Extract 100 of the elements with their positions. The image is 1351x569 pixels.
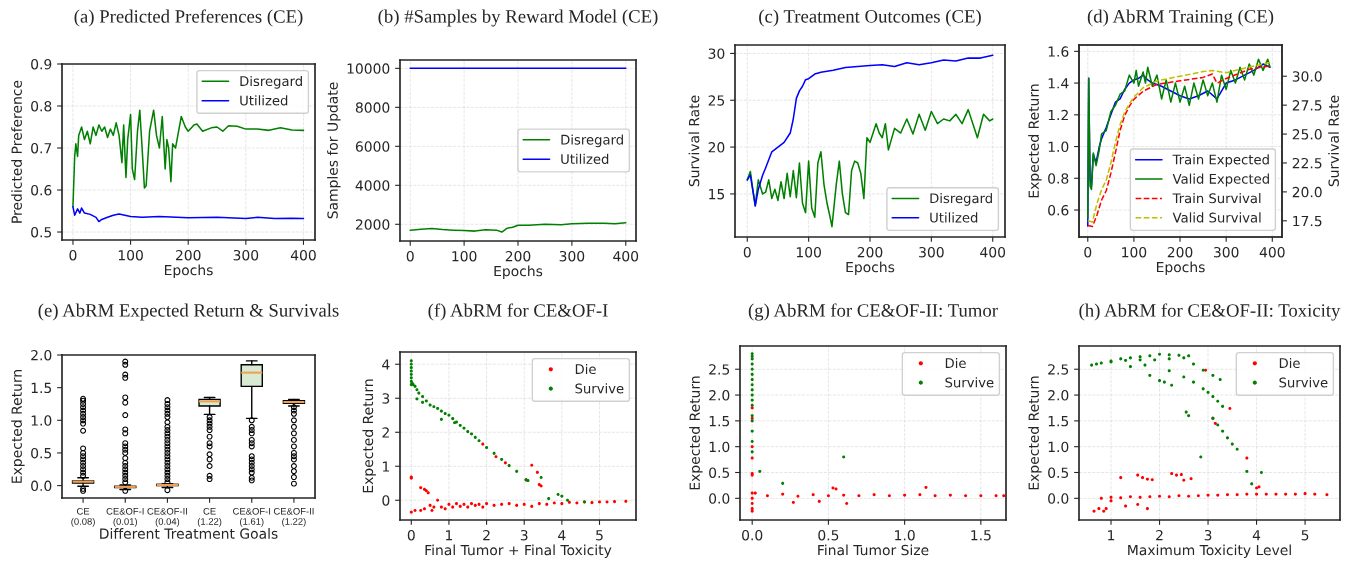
y-axis-title: Expected Return: [1028, 84, 1042, 198]
x-tick-label: 1: [1108, 530, 1115, 541]
y-tick-label: 15: [709, 189, 725, 200]
y-tick-label: 8000: [355, 102, 390, 113]
chart-title: (g) AbRM for CE&OF-II: Tumor: [748, 303, 998, 321]
point: [750, 450, 754, 454]
y-axis-title: Expected Return: [1028, 376, 1042, 490]
x-tick-label: 0: [406, 250, 414, 262]
point: [1206, 390, 1210, 395]
point: [750, 398, 754, 402]
x-tick-label: 3: [520, 529, 528, 541]
y-tick-label: 0.9: [31, 58, 52, 70]
point: [1119, 476, 1123, 480]
line-series: [409, 221, 627, 233]
point: [473, 503, 477, 507]
legend-label: Die: [575, 363, 596, 375]
point: [439, 417, 443, 421]
y2-tick-label: 20.0: [1292, 186, 1322, 198]
legend-label: Train Survival: [1172, 192, 1261, 204]
y-tick-label: 0: [382, 495, 390, 506]
x-tick-label: CE&OF-I (0.01): [106, 507, 144, 527]
point: [454, 502, 459, 506]
y-tick-label: 0.7: [31, 142, 52, 154]
y-tick-label: 1.5: [709, 416, 730, 427]
x-tick-label: 2: [1156, 529, 1163, 541]
y-tick-label: 1.0: [709, 441, 730, 453]
legend-label: Utilized: [930, 212, 978, 223]
y-tick-label: 1.6: [1048, 46, 1069, 57]
y-tick-label: 2.0: [31, 349, 52, 361]
y2-tick-label: 22.5: [1292, 157, 1322, 169]
legend-label: Disregard: [930, 192, 992, 206]
y-tick-label: 0.0: [1048, 493, 1069, 504]
point: [500, 457, 504, 462]
y-tick-label: 1.0: [1048, 141, 1069, 153]
y-tick-label: 10000: [347, 63, 390, 74]
point: [430, 508, 434, 513]
x-axis-title: Epochs: [1156, 261, 1205, 275]
line-series: [72, 206, 305, 223]
point: [537, 502, 541, 506]
y-tick-label: 2.5: [1048, 364, 1069, 375]
x-tick-label: 200: [175, 249, 201, 261]
x-tick-label: 3: [1204, 529, 1212, 541]
point: [1313, 492, 1317, 496]
point: [791, 500, 795, 504]
point: [1002, 494, 1006, 498]
x-tick-label: CE&OF-II (0.04): [147, 507, 188, 527]
point: [597, 500, 602, 504]
y-tick-label: 6000: [355, 141, 390, 152]
point: [1187, 414, 1191, 418]
point: [515, 469, 519, 473]
point: [1124, 358, 1128, 363]
y-tick-label: 0.5: [31, 226, 52, 238]
y-tick-label: 3: [382, 393, 390, 404]
point: [485, 446, 489, 450]
point: [1170, 471, 1174, 476]
x-tick-label: 100: [118, 249, 143, 261]
y-tick-label: 1.5: [31, 382, 52, 394]
point: [1201, 387, 1205, 391]
y-axis-title: Survival Rate: [688, 95, 700, 187]
point: [1216, 493, 1220, 497]
x-tick-label: 2: [483, 529, 490, 541]
y-tick-label: 30: [708, 48, 725, 59]
x-tick-label: 1.0: [895, 529, 915, 541]
y-tick-label: 2.0: [709, 390, 730, 401]
point: [612, 500, 617, 504]
point: [1216, 399, 1220, 403]
x-axis-title: Final Tumor + Final Toxicity: [425, 544, 612, 558]
point: [481, 442, 485, 446]
x-tick-label: CE (0.08): [71, 507, 95, 527]
x-tick-label: 5: [1301, 530, 1309, 541]
line-series: [72, 109, 305, 208]
x-tick-label: 5: [596, 530, 603, 541]
legend-label: Utilized: [561, 153, 609, 165]
y-tick-label: 1.5: [1048, 416, 1069, 427]
legend-label: Survive: [1279, 377, 1328, 388]
y-tick-label: 0.8: [1048, 173, 1069, 184]
x-axis-title: Final Tumor Size: [818, 544, 929, 556]
x-axis-title: Epochs: [164, 264, 213, 278]
y2-axis-title: Survival Rate: [1328, 95, 1339, 187]
chart-title: (h) AbRM for CE&OF-II: Toxicity: [1079, 303, 1341, 321]
point: [515, 503, 519, 507]
point: [1148, 354, 1152, 358]
y-axis-title: Expected Return: [689, 376, 703, 490]
x-tick-label: 0.0: [742, 529, 763, 541]
y-tick-label: 2.0: [1048, 390, 1069, 401]
x-tick-label: 4: [1252, 530, 1261, 541]
legend-label: Survive: [575, 383, 624, 394]
point: [485, 502, 489, 506]
y-tick-label: 4000: [355, 180, 390, 191]
y-tick-label: 1.0: [1048, 441, 1069, 453]
x-tick-label: 0: [743, 246, 751, 258]
point: [1157, 379, 1162, 383]
y-tick-label: 2: [382, 427, 389, 438]
x-tick-label: 4: [558, 530, 566, 541]
y-axis-title: Expected Return: [11, 370, 25, 483]
x-tick-label: 0.5: [818, 529, 839, 541]
chart-title: (e) AbRM Expected Return & Survivals: [38, 303, 339, 321]
legend-label: Utilized: [240, 95, 288, 106]
y-tick-label: 0.5: [31, 447, 52, 459]
point: [1099, 496, 1103, 500]
